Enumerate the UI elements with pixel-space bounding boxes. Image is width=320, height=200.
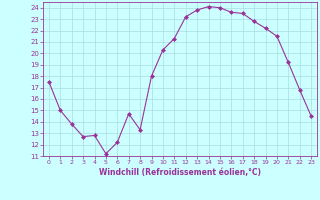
X-axis label: Windchill (Refroidissement éolien,°C): Windchill (Refroidissement éolien,°C) xyxy=(99,168,261,177)
